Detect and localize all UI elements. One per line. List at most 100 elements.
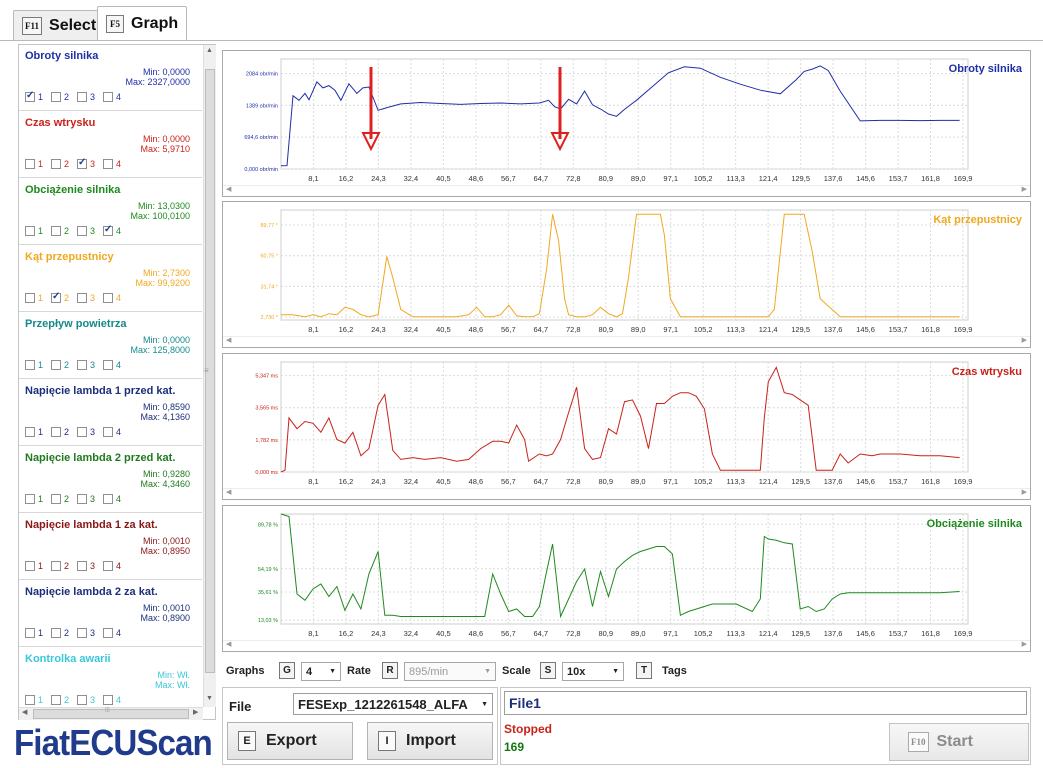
scroll-left-icon[interactable]: ◀ [226, 489, 232, 496]
checkbox-icon[interactable] [51, 291, 62, 303]
graph-checkbox-1[interactable]: 1 [25, 226, 43, 236]
channel-item[interactable]: Napięcie lambda 2 za kat. Min: 0,0010 Max:… [19, 581, 202, 647]
channel-item[interactable]: Napięcie lambda 1 przed kat. Min: 0,8590 M… [19, 380, 202, 446]
chart-kat-przepustnicy[interactable]: 8,1 16,2 24,3 32,4 40,5 48,6 56,7 64,7 72,8 80,9 8… [222, 201, 1031, 348]
chart-obciazenie-silnika[interactable]: 8,1 16,2 24,3 32,4 40,5 48,6 56,7 64,7 72,8 80,9 8… [222, 505, 1031, 652]
channel-item[interactable]: Kontrolka awarii Min: Wł. Max: Wł. 1 2 3 4 [19, 648, 202, 714]
channel-item[interactable]: Przepływ powietrza Min: 0,0000 Max: 125,80… [19, 313, 202, 379]
graph-checkbox-3[interactable]: 3 [77, 157, 95, 169]
scroll-down-icon[interactable]: ▼ [206, 695, 213, 702]
checkbox-icon[interactable] [103, 427, 114, 437]
graph-checkbox-3[interactable]: 3 [77, 293, 95, 303]
checkbox-icon[interactable] [51, 159, 62, 169]
graph-checkbox-2[interactable]: 2 [51, 561, 69, 571]
graph-checkbox-4[interactable]: 4 [103, 92, 121, 102]
graph-checkbox-1[interactable]: 1 [25, 628, 43, 638]
chart-czas-wtrysku[interactable]: 8,1 16,2 24,3 32,4 40,5 48,6 56,7 64,7 72,8 80,9 8… [222, 353, 1031, 500]
import-button[interactable]: I Import [367, 722, 493, 760]
checkbox-icon[interactable] [25, 427, 35, 437]
graph-checkbox-1[interactable]: 1 [25, 360, 43, 370]
channel-list-hscroll-thumb[interactable] [33, 709, 189, 719]
graph-checkbox-3[interactable]: 3 [77, 695, 95, 705]
checkbox-icon[interactable] [25, 628, 35, 638]
file-select[interactable]: FESExp_1212261548_ALFA ▼ [293, 693, 493, 715]
graph-checkbox-2[interactable]: 2 [51, 360, 69, 370]
checkbox-icon[interactable] [25, 695, 35, 705]
checkbox-icon[interactable] [25, 90, 35, 102]
graph-checkbox-2[interactable]: 2 [51, 226, 69, 236]
graphs-select[interactable]: 4 ▼ [301, 662, 341, 681]
checkbox-icon[interactable] [103, 224, 114, 236]
checkbox-icon[interactable] [51, 92, 62, 102]
checkbox-icon[interactable] [51, 628, 62, 638]
checkbox-icon[interactable] [51, 427, 62, 437]
checkbox-icon[interactable] [103, 628, 114, 638]
graph-checkbox-3[interactable]: 3 [77, 494, 95, 504]
graph-checkbox-2[interactable]: 2 [51, 92, 69, 102]
scale-key-button[interactable]: S [540, 662, 556, 679]
channel-item[interactable]: Obciążenie silnika Min: 13,0300 Max: 100,0… [19, 179, 202, 245]
checkbox-icon[interactable] [25, 226, 35, 236]
graph-checkbox-1[interactable]: 1 [25, 159, 43, 169]
graph-checkbox-1[interactable]: 1 [25, 427, 43, 437]
channel-item[interactable]: Napięcie lambda 2 przed kat. Min: 0,9280 M… [19, 447, 202, 513]
graph-checkbox-1[interactable]: 1 [25, 561, 43, 571]
checkbox-icon[interactable] [51, 494, 62, 504]
scroll-right-icon[interactable]: ▶ [1021, 337, 1027, 344]
graph-checkbox-3[interactable]: 3 [77, 628, 95, 638]
graph-checkbox-4[interactable]: 4 [103, 695, 121, 705]
panel-splitter-icon[interactable]: ≡ [204, 366, 209, 375]
checkbox-icon[interactable] [77, 561, 88, 571]
scroll-left-icon[interactable]: ◀ [226, 337, 232, 344]
chart-hscroll[interactable]: ◀ ▶ [223, 488, 1030, 499]
scroll-right-icon[interactable]: ▶ [193, 709, 199, 716]
chart-hscroll[interactable]: ◀ ▶ [223, 185, 1030, 196]
chart-hscroll[interactable]: ◀ ▶ [223, 640, 1030, 651]
scroll-up-icon[interactable]: ▲ [206, 47, 213, 54]
scroll-left-icon[interactable]: ◀ [226, 641, 232, 648]
checkbox-icon[interactable] [77, 494, 88, 504]
checkbox-icon[interactable] [103, 561, 114, 571]
checkbox-icon[interactable] [103, 494, 114, 504]
checkbox-icon[interactable] [77, 293, 88, 303]
graph-checkbox-4[interactable]: 4 [103, 628, 121, 638]
channel-item[interactable]: Kąt przepustnicy Min: 2,7300 Max: 99,9200 1… [19, 246, 202, 312]
graph-checkbox-2[interactable]: 2 [51, 628, 69, 638]
start-button[interactable]: F10 Start [889, 723, 1029, 761]
checkbox-icon[interactable] [103, 92, 114, 102]
graph-checkbox-1[interactable]: 1 [25, 293, 43, 303]
channel-list-vscroll[interactable]: ▲ ▼ [203, 45, 216, 707]
checkbox-icon[interactable] [77, 226, 88, 236]
graph-checkbox-2[interactable]: 2 [51, 494, 69, 504]
graph-checkbox-1[interactable]: 1 [25, 695, 43, 705]
scroll-left-icon[interactable]: ◀ [226, 186, 232, 193]
graph-checkbox-4[interactable]: 4 [103, 293, 121, 303]
channel-list-vscroll-thumb[interactable] [205, 69, 215, 673]
file-name-field[interactable]: File1 [504, 691, 1027, 715]
checkbox-icon[interactable] [51, 226, 62, 236]
graph-checkbox-2[interactable]: 2 [51, 159, 69, 169]
graph-checkbox-4[interactable]: 4 [103, 427, 121, 437]
graph-checkbox-3[interactable]: 3 [77, 427, 95, 437]
checkbox-icon[interactable] [51, 360, 62, 370]
scroll-right-icon[interactable]: ▶ [1021, 641, 1027, 648]
graph-checkbox-3[interactable]: 3 [77, 360, 95, 370]
tags-key-button[interactable]: T [636, 662, 652, 679]
checkbox-icon[interactable] [25, 494, 35, 504]
checkbox-icon[interactable] [77, 628, 88, 638]
graph-checkbox-2[interactable]: 2 [51, 427, 69, 437]
graphs-key-button[interactable]: G [279, 662, 295, 679]
checkbox-icon[interactable] [51, 695, 62, 705]
graph-checkbox-4[interactable]: 4 [103, 159, 121, 169]
graph-checkbox-1[interactable]: 1 [25, 494, 43, 504]
scroll-right-icon[interactable]: ▶ [1021, 186, 1027, 193]
rate-key-button[interactable]: R [382, 662, 398, 679]
graph-checkbox-2[interactable]: 2 [51, 695, 69, 705]
checkbox-icon[interactable] [77, 360, 88, 370]
checkbox-icon[interactable] [77, 157, 88, 169]
checkbox-icon[interactable] [103, 159, 114, 169]
checkbox-icon[interactable] [25, 360, 35, 370]
checkbox-icon[interactable] [103, 360, 114, 370]
